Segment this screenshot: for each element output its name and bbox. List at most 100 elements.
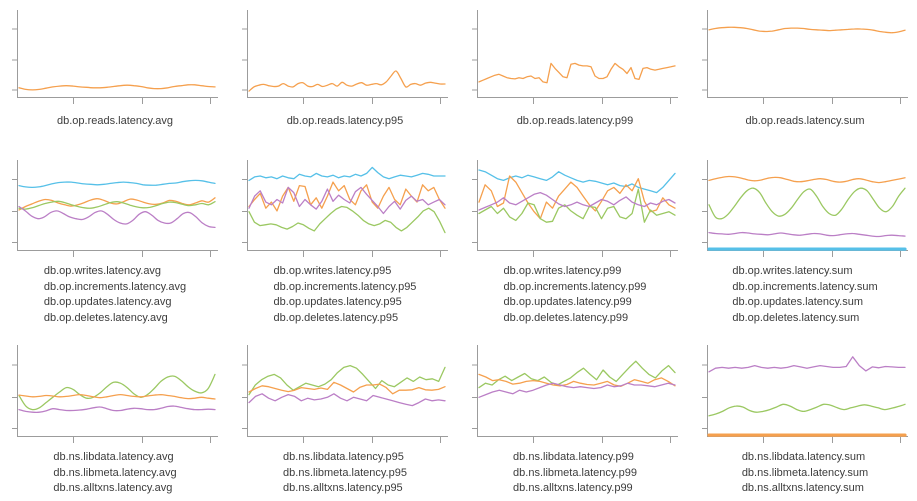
chart-legend-lines: db.op.reads.latency.p99 — [517, 114, 634, 130]
metric-chart-db-op-writes-latency-p95[interactable]: db.op.writes.latency.p95 db.op.increments… — [242, 160, 448, 326]
metric-label: db.ns.libdata.latency.sum — [741, 451, 866, 463]
metric-chart-db-op-reads-latency-p99[interactable]: db.op.reads.latency.p99 — [472, 10, 678, 130]
chart-legend: db.op.writes.latency.avg db.op.increments… — [12, 264, 218, 326]
chart-legend-lines: db.op.writes.latency.sum db.op.increments… — [732, 264, 877, 326]
chart-canvas[interactable] — [242, 345, 448, 444]
metric-label: db.op.reads.latency.p95 — [286, 115, 404, 127]
series-line-db-ns-alltxns-latency-sum — [708, 356, 906, 373]
axes — [702, 345, 908, 443]
axes — [12, 160, 218, 257]
metric-label: db.op.writes.latency.sum — [732, 265, 853, 277]
chart-legend-lines: db.ns.libdata.latency.avg db.ns.libmeta.l… — [53, 450, 176, 497]
series-line-db-ns-libdata-latency-p95 — [248, 364, 446, 396]
metric-label: db.ns.libmeta.latency.avg — [53, 466, 177, 479]
series-line-db-op-updates-latency-p99 — [478, 188, 676, 223]
series-line-db-op-increments-latency-sum — [708, 175, 906, 184]
metric-chart-db-ns-libdata-latency-p99[interactable]: db.ns.libdata.latency.p99 db.ns.libmeta.l… — [472, 345, 678, 497]
chart-canvas[interactable] — [702, 10, 908, 105]
metric-chart-db-ns-libdata-latency-avg[interactable]: db.ns.libdata.latency.avg db.ns.libmeta.l… — [12, 345, 218, 497]
chart-legend-lines: db.op.writes.latency.p99 db.op.increments… — [504, 264, 647, 326]
chart-canvas[interactable] — [12, 10, 218, 105]
series-line-db-op-deletes-latency-avg — [18, 205, 216, 229]
chart-canvas[interactable] — [242, 10, 448, 105]
chart-canvas[interactable] — [12, 160, 218, 258]
chart-legend-lines: db.op.reads.latency.sum — [745, 114, 864, 130]
chart-canvas[interactable] — [472, 160, 678, 258]
series-line-db-op-writes-latency-p95 — [248, 166, 446, 182]
chart-canvas[interactable] — [702, 345, 908, 444]
axes — [472, 160, 678, 257]
axes — [472, 345, 678, 443]
metric-label: db.ns.alltxns.latency.sum — [741, 482, 864, 494]
metric-label: db.op.increments.latency.avg — [43, 280, 187, 293]
metric-label: db.ns.alltxns.latency.p99 — [513, 482, 633, 494]
series-line-db-op-increments-latency-avg — [18, 197, 216, 211]
axes — [242, 345, 448, 443]
metric-label: db.ns.libmeta.latency.sum — [741, 466, 869, 479]
axes — [702, 10, 908, 104]
chart-legend-lines: db.op.writes.latency.p95 db.op.increments… — [274, 264, 417, 326]
chart-legend-lines: db.op.writes.latency.avg db.op.increments… — [44, 264, 186, 326]
metric-chart-db-ns-libdata-latency-sum[interactable]: db.ns.libdata.latency.sum db.ns.libmeta.l… — [702, 345, 908, 497]
metric-chart-db-op-reads-latency-avg[interactable]: db.op.reads.latency.avg — [12, 10, 218, 130]
metric-chart-db-op-reads-latency-p95[interactable]: db.op.reads.latency.p95 — [242, 10, 448, 130]
chart-legend-lines: db.op.reads.latency.p95 — [287, 114, 404, 130]
chart-legend-lines: db.op.reads.latency.avg — [57, 114, 173, 130]
chart-legend: db.ns.libdata.latency.p95 db.ns.libmeta.l… — [242, 450, 448, 497]
series-line-db-ns-alltxns-latency-p99 — [478, 382, 676, 398]
metric-label: db.op.reads.latency.avg — [57, 115, 173, 127]
series-line-db-op-increments-latency-p95 — [248, 181, 446, 212]
metric-label: db.op.updates.latency.avg — [43, 296, 172, 308]
series-line-db-op-deletes-latency-sum — [708, 231, 906, 238]
series-line-db-op-reads-latency-sum — [708, 26, 906, 34]
metric-label: db.op.writes.latency.p95 — [273, 265, 392, 277]
chart-legend-lines: db.ns.libdata.latency.sum db.ns.libmeta.l… — [742, 450, 868, 497]
chart-canvas[interactable] — [242, 160, 448, 258]
series-line-db-op-updates-latency-p95 — [248, 205, 446, 234]
chart-canvas[interactable] — [12, 345, 218, 444]
metric-label: db.ns.libmeta.latency.p99 — [513, 466, 637, 479]
metric-chart-db-op-writes-latency-avg[interactable]: db.op.writes.latency.avg db.op.increments… — [12, 160, 218, 326]
metric-label: db.op.writes.latency.avg — [43, 265, 162, 277]
metric-label: db.op.updates.latency.p99 — [503, 296, 632, 308]
axes — [472, 10, 678, 104]
metric-label: db.ns.libmeta.latency.p95 — [283, 466, 407, 479]
series-line-db-op-reads-latency-avg — [18, 84, 216, 91]
series-line-db-op-reads-latency-p99 — [478, 62, 676, 84]
axes — [242, 10, 448, 104]
metric-label: db.op.writes.latency.p99 — [503, 265, 622, 277]
metric-chart-db-op-reads-latency-sum[interactable]: db.op.reads.latency.sum — [702, 10, 908, 130]
series-line-db-ns-libdata-latency-avg — [18, 373, 216, 411]
metric-label: db.op.increments.latency.sum — [732, 280, 878, 293]
series-line-db-ns-alltxns-latency-avg — [18, 405, 216, 414]
chart-legend: db.op.reads.latency.p99 — [472, 111, 678, 130]
axes — [242, 160, 448, 257]
metric-label: db.ns.libdata.latency.p99 — [513, 451, 634, 463]
chart-canvas[interactable] — [472, 345, 678, 444]
series-line-db-op-deletes-latency-p95 — [248, 186, 446, 215]
metric-label: db.op.deletes.latency.avg — [43, 311, 168, 324]
metric-chart-db-ns-libdata-latency-p95[interactable]: db.ns.libdata.latency.p95 db.ns.libmeta.l… — [242, 345, 448, 497]
series-line-db-ns-libdata-latency-p99 — [478, 360, 676, 389]
series-line-db-op-writes-latency-avg — [18, 179, 216, 189]
metric-label: db.op.deletes.latency.sum — [732, 311, 860, 324]
chart-legend: db.op.writes.latency.p99 db.op.increments… — [472, 264, 678, 326]
metric-label: db.op.increments.latency.p95 — [273, 280, 417, 293]
metric-chart-db-op-writes-latency-sum[interactable]: db.op.writes.latency.sum db.op.increments… — [702, 160, 908, 326]
series-line-db-op-deletes-latency-p99 — [478, 191, 676, 211]
metric-label: db.ns.libdata.latency.avg — [53, 451, 174, 463]
chart-canvas[interactable] — [472, 10, 678, 105]
chart-legend-lines: db.ns.libdata.latency.p95 db.ns.libmeta.l… — [283, 450, 407, 497]
series-line-db-op-updates-latency-avg — [18, 200, 216, 210]
series-line-db-ns-libmeta-latency-p95 — [248, 381, 446, 395]
series-line-db-ns-libmeta-latency-avg — [18, 393, 216, 400]
metric-label: db.ns.alltxns.latency.avg — [53, 482, 173, 494]
metric-label: db.op.reads.latency.p99 — [516, 115, 634, 127]
chart-legend: db.ns.libdata.latency.sum db.ns.libmeta.l… — [702, 450, 908, 497]
metric-label: db.ns.libdata.latency.p95 — [283, 451, 404, 463]
metric-chart-db-op-writes-latency-p99[interactable]: db.op.writes.latency.p99 db.op.increments… — [472, 160, 678, 326]
chart-legend: db.op.reads.latency.p95 — [242, 111, 448, 130]
metric-label: db.ns.alltxns.latency.p95 — [283, 482, 403, 494]
chart-canvas[interactable] — [702, 160, 908, 258]
